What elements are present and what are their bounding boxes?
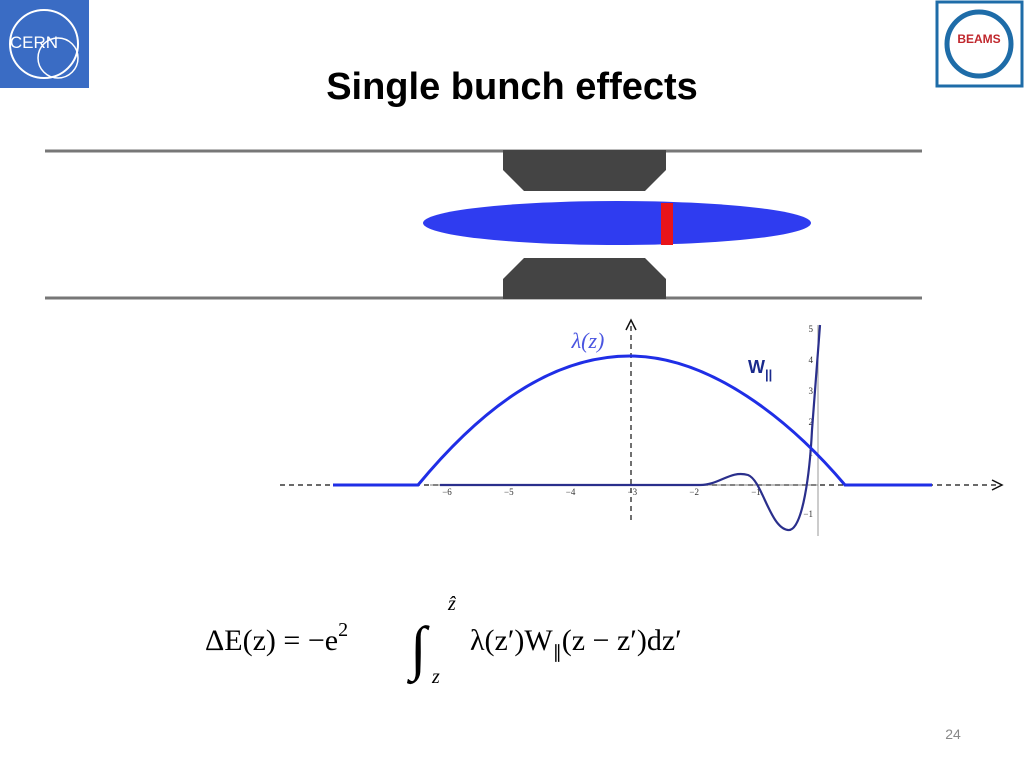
- eq-body: λ(z′)W: [470, 624, 553, 657]
- eq-tail: (z − z′)dz′: [562, 624, 682, 657]
- bunch-label: λ(z): [571, 328, 605, 353]
- equation-rhs: λ(z′)W∥(z − z′)dz′: [470, 624, 682, 662]
- eq-sub: ∥: [553, 642, 562, 662]
- wake-curve: [440, 324, 822, 532]
- cern-logo: CERN: [0, 0, 89, 88]
- wake-label-main: W: [748, 357, 765, 377]
- x-tick-label: −5: [504, 487, 514, 497]
- wake-label: W||: [748, 357, 772, 382]
- y-tick-label: 5: [809, 324, 814, 334]
- bunch-profile: [333, 354, 932, 487]
- eq-lower: z: [431, 666, 440, 688]
- eq-lhs: ΔE(z) = −e: [205, 624, 338, 657]
- x-tick-label: −6: [442, 487, 452, 497]
- x-tick-label: −4: [566, 487, 576, 497]
- y-tick-label: 4: [809, 355, 814, 365]
- eq-integral: ∫: [407, 615, 430, 685]
- equation: ΔE(z) = −e2 ∫ ẑ z λ(z′)W∥(z − z′)dz′: [205, 593, 682, 688]
- page-number: 24: [945, 726, 961, 742]
- eq-sup: 2: [338, 619, 348, 641]
- wake-label-sub: ||: [765, 367, 772, 382]
- beams-logo: BEAMS: [935, 0, 1024, 88]
- logo-text: CERN: [10, 33, 58, 52]
- y-tick-label: −1: [803, 509, 813, 519]
- x-tick-label: −1: [751, 487, 761, 497]
- eq-upper: ẑ: [447, 593, 456, 615]
- x-tick-label: −3: [628, 487, 638, 497]
- logo-text: BEAMS: [957, 32, 1000, 46]
- beam-pipe: [45, 149, 922, 300]
- x-tick-label: −2: [689, 487, 699, 497]
- y-tick-label: 2: [809, 417, 814, 427]
- equation-lhs: ΔE(z) = −e2: [205, 619, 348, 657]
- slide-title: Single bunch effects: [326, 66, 698, 108]
- y-tick-label: 3: [809, 386, 814, 396]
